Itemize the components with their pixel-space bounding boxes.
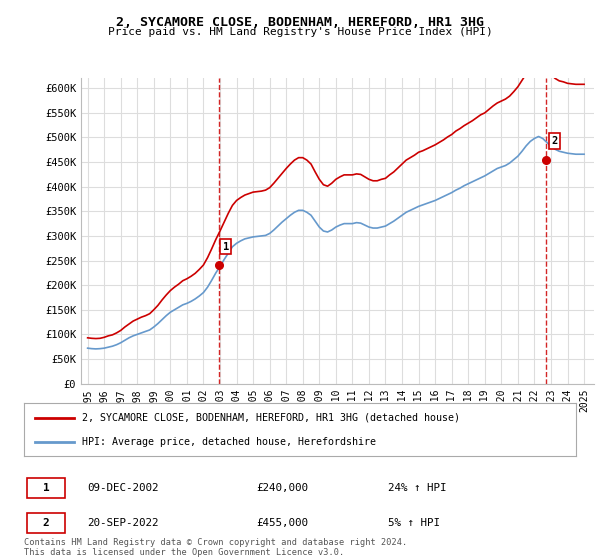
- Text: 20-SEP-2022: 20-SEP-2022: [88, 518, 159, 528]
- Text: 2, SYCAMORE CLOSE, BODENHAM, HEREFORD, HR1 3HG (detached house): 2, SYCAMORE CLOSE, BODENHAM, HEREFORD, H…: [82, 413, 460, 423]
- Text: 2, SYCAMORE CLOSE, BODENHAM, HEREFORD, HR1 3HG: 2, SYCAMORE CLOSE, BODENHAM, HEREFORD, H…: [116, 16, 484, 29]
- FancyBboxPatch shape: [27, 478, 65, 498]
- Text: 09-DEC-2002: 09-DEC-2002: [88, 483, 159, 493]
- Text: £240,000: £240,000: [256, 483, 308, 493]
- Text: £455,000: £455,000: [256, 518, 308, 528]
- Text: 24% ↑ HPI: 24% ↑ HPI: [388, 483, 447, 493]
- Text: 2: 2: [43, 518, 49, 528]
- Text: 1: 1: [223, 242, 229, 252]
- Text: 5% ↑ HPI: 5% ↑ HPI: [388, 518, 440, 528]
- FancyBboxPatch shape: [27, 513, 65, 533]
- Text: HPI: Average price, detached house, Herefordshire: HPI: Average price, detached house, Here…: [82, 437, 376, 447]
- Text: Contains HM Land Registry data © Crown copyright and database right 2024.
This d: Contains HM Land Registry data © Crown c…: [24, 538, 407, 557]
- Text: Price paid vs. HM Land Registry's House Price Index (HPI): Price paid vs. HM Land Registry's House …: [107, 27, 493, 37]
- Text: 2: 2: [551, 136, 558, 146]
- Text: 1: 1: [43, 483, 49, 493]
